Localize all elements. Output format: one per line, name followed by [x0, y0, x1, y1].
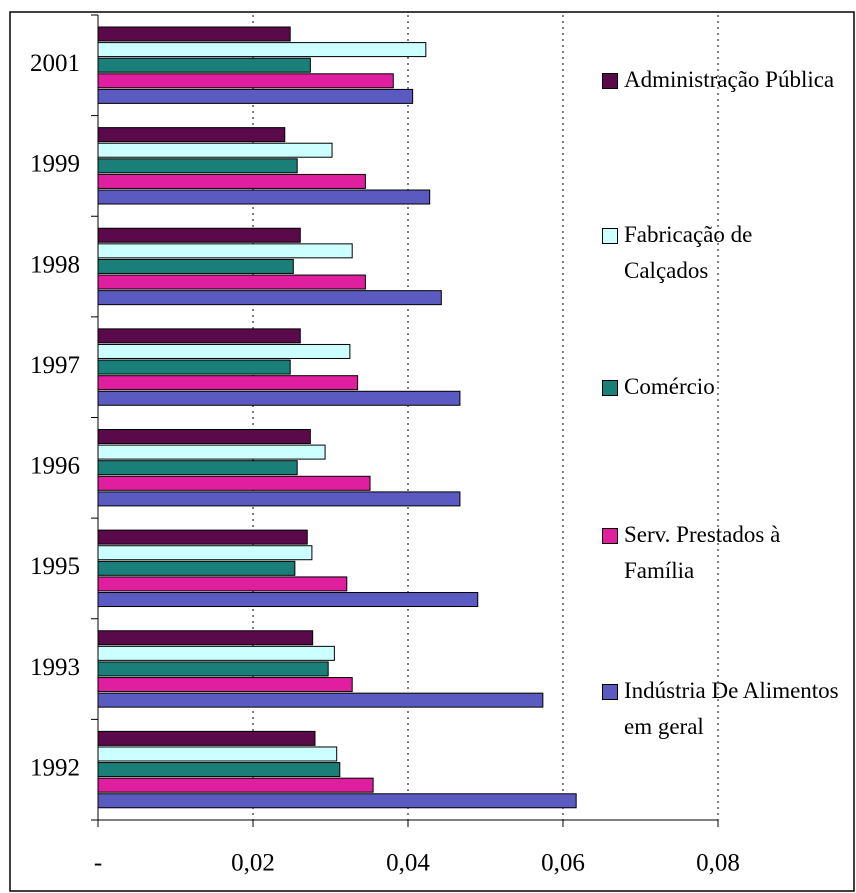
bar	[97, 475, 371, 491]
bar	[97, 762, 341, 778]
legend: Administração Pública Fabricação de Calça…	[600, 0, 856, 893]
bar	[97, 793, 577, 809]
legend-label: Comércio	[624, 374, 715, 399]
legend-swatch	[602, 73, 618, 89]
bar	[97, 359, 291, 375]
y-tick-label: 1996	[30, 453, 80, 480]
bar	[97, 529, 308, 545]
legend-swatch	[602, 528, 618, 544]
bar	[97, 630, 314, 646]
legend-swatch	[602, 380, 618, 396]
x-tick-label: 0,08	[696, 850, 740, 877]
legend-entry: Comércio	[600, 369, 839, 405]
bar	[97, 142, 333, 158]
legend-entry: Fabricação de Calçados	[600, 217, 839, 289]
bar	[97, 375, 359, 391]
bar	[97, 189, 431, 205]
bar	[97, 677, 353, 693]
y-tick-label: 1997	[30, 352, 80, 379]
chart-frame	[9, 11, 855, 892]
bar	[97, 243, 353, 259]
x-tick-label: -	[94, 850, 102, 877]
bar	[97, 173, 366, 189]
bar	[97, 290, 442, 306]
bar	[97, 158, 298, 174]
x-tick-label: 0,06	[541, 850, 585, 877]
bar	[97, 429, 311, 444]
legend-label: Administração Pública	[624, 67, 835, 92]
bar	[97, 88, 414, 104]
y-tick-label: 1992	[30, 754, 80, 781]
y-tick-label: 1995	[30, 553, 80, 580]
x-tick-label: 0,02	[231, 850, 275, 877]
bar	[97, 592, 479, 608]
y-tick-label: 2001	[30, 50, 80, 77]
bar	[97, 730, 316, 746]
bar	[97, 328, 301, 344]
bar	[97, 645, 335, 661]
legend-entry: Indústria De Alimentos em geral	[600, 673, 839, 745]
y-tick-label: 1999	[30, 151, 80, 178]
bar	[97, 692, 544, 708]
bar	[97, 57, 311, 73]
legend-label: Serv. Prestados à Família	[624, 522, 781, 583]
legend-swatch	[602, 228, 618, 244]
bar	[97, 576, 348, 592]
legend-label: Indústria De Alimentos em geral	[624, 678, 839, 739]
y-tick-label: 1993	[30, 654, 80, 681]
bar	[97, 746, 338, 762]
bar	[97, 777, 374, 793]
bar	[97, 460, 298, 476]
x-tick-label: 0,04	[386, 850, 430, 877]
bar	[97, 274, 366, 290]
y-tick-label: 1998	[30, 251, 80, 278]
bar	[97, 343, 351, 359]
bar	[97, 545, 313, 561]
bar	[97, 73, 394, 89]
bar	[97, 258, 294, 274]
bar	[97, 227, 301, 243]
legend-label: Fabricação de Calçados	[624, 222, 753, 283]
bar	[97, 661, 329, 677]
legend-swatch	[602, 684, 618, 700]
bar	[97, 560, 296, 576]
legend-entry: Serv. Prestados à Família	[600, 517, 839, 589]
bar	[97, 42, 427, 58]
bar	[97, 127, 286, 143]
bar	[97, 444, 326, 460]
bar	[97, 26, 291, 42]
bar	[97, 491, 461, 507]
bar	[97, 390, 461, 406]
legend-entry: Administração Pública	[600, 62, 839, 98]
